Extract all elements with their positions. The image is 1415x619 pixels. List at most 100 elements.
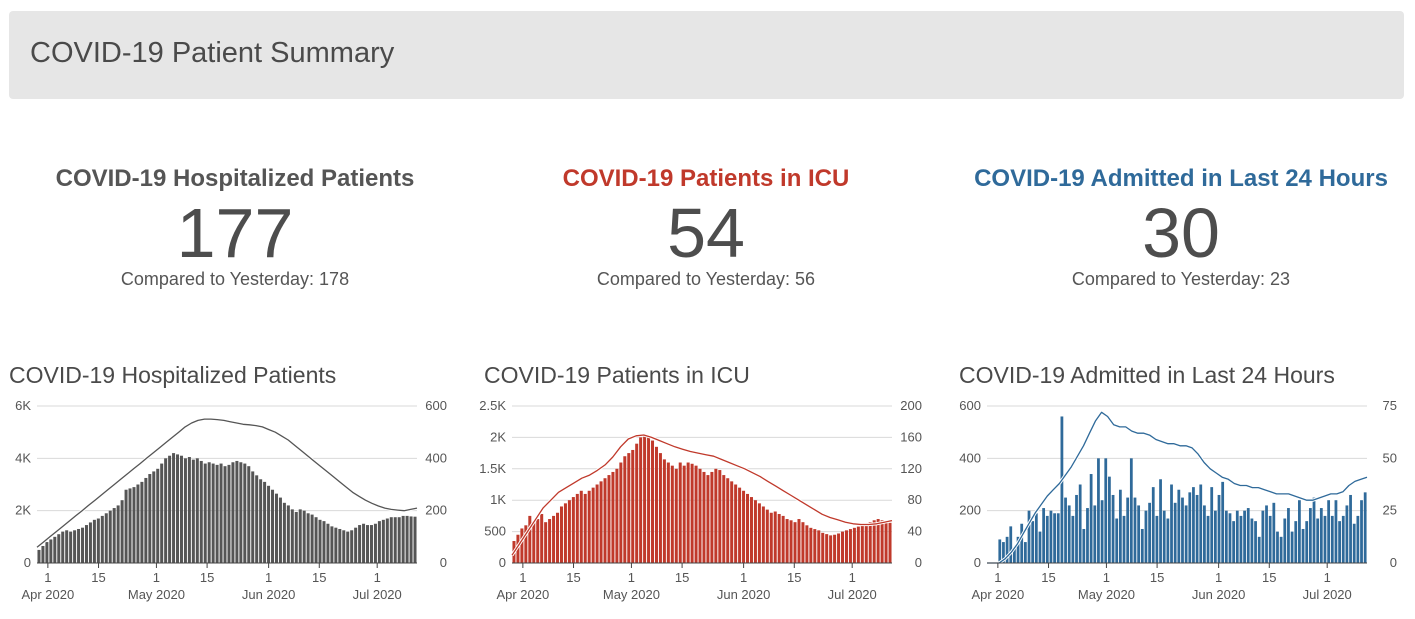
bar (1045, 515, 1049, 563)
x-tick-label: 1 (849, 570, 856, 585)
bar (100, 515, 104, 563)
bar (1192, 487, 1195, 563)
bar (1323, 515, 1327, 563)
bar (366, 525, 370, 563)
bar (239, 462, 243, 563)
bar (520, 528, 524, 563)
x-month-label: Jul 2020 (828, 587, 877, 602)
bar (1053, 513, 1056, 563)
bar (1060, 416, 1064, 563)
bar (286, 505, 290, 563)
bar (623, 456, 627, 563)
bar (1228, 513, 1232, 563)
y-right-tick-label: 200 (900, 398, 922, 413)
bar (1155, 515, 1159, 563)
bar (1140, 528, 1144, 563)
y-right-tick-label: 40 (908, 524, 922, 539)
x-tick-label: 15 (566, 570, 580, 585)
bar (1093, 505, 1097, 563)
bar (1363, 492, 1367, 563)
bar (825, 534, 829, 563)
bar (247, 466, 251, 563)
bar (615, 468, 619, 563)
bar (1254, 521, 1257, 563)
bar (1305, 521, 1309, 563)
bar (888, 522, 892, 563)
bar (817, 530, 821, 563)
bar (104, 513, 108, 563)
chart-icu: 0 500 1K 1.5K 2K 2.5K 0 40 80 120 160 200 1 15 1 15 1 15 1… (479, 398, 922, 602)
bar (658, 453, 662, 563)
y-left-tick-label: 2K (490, 429, 506, 444)
bar (69, 531, 73, 563)
bar (1097, 458, 1100, 563)
bar (1173, 502, 1177, 563)
bar (690, 463, 694, 563)
bar (1064, 497, 1067, 563)
bar (57, 534, 61, 563)
bar (112, 508, 116, 563)
bar (1246, 508, 1250, 563)
bar (1301, 528, 1305, 563)
bar (1089, 474, 1093, 563)
bar (884, 521, 888, 563)
bar (654, 446, 658, 563)
bar (168, 455, 172, 563)
bar (1279, 536, 1283, 563)
y-left-tick-label: 2K (15, 503, 31, 518)
bar (1038, 531, 1042, 563)
bar (1104, 458, 1108, 563)
bar (801, 522, 805, 563)
bar (726, 478, 730, 563)
bar (556, 512, 560, 563)
bar (1009, 526, 1013, 563)
bar (1078, 484, 1082, 563)
x-month-label: Apr 2020 (971, 587, 1024, 602)
bar (1356, 515, 1360, 563)
bar (536, 519, 540, 563)
bar (1067, 505, 1071, 563)
bar (773, 511, 777, 563)
bar (631, 449, 635, 563)
bar (575, 493, 579, 563)
bar (678, 462, 682, 563)
bar (346, 531, 350, 563)
bar (267, 485, 271, 563)
bar (587, 490, 591, 563)
bar (1338, 521, 1341, 563)
bar (227, 464, 231, 563)
bar (1020, 523, 1024, 563)
x-tick-label: 1 (628, 570, 635, 585)
x-tick-label: 15 (1150, 570, 1164, 585)
bar (1298, 500, 1301, 563)
bar (1319, 508, 1323, 563)
y-right-tick-label: 0 (440, 555, 447, 570)
x-month-label: Jul 2020 (1303, 587, 1352, 602)
bar (738, 487, 742, 563)
bar (334, 527, 338, 563)
bar (1129, 458, 1133, 563)
bar (1235, 510, 1239, 563)
x-month-label: Jun 2020 (242, 587, 296, 602)
bar (635, 443, 639, 563)
bar (864, 524, 868, 563)
bar (718, 470, 722, 563)
x-tick-label: 15 (312, 570, 326, 585)
bar (235, 460, 239, 563)
bar (1184, 505, 1188, 563)
bar (1239, 515, 1243, 563)
page-header: COVID-19 Patient Summary (9, 11, 1404, 99)
y-right-tick-label: 600 (425, 398, 447, 413)
bar (409, 516, 413, 563)
bar (88, 522, 92, 563)
bar (211, 463, 215, 563)
bar (749, 497, 753, 563)
bar (255, 475, 259, 563)
bar (1283, 518, 1287, 563)
bar (362, 523, 366, 563)
bar (1027, 510, 1031, 563)
bar (306, 513, 310, 563)
bar (694, 465, 698, 563)
bar (401, 515, 405, 563)
bar (187, 457, 191, 563)
